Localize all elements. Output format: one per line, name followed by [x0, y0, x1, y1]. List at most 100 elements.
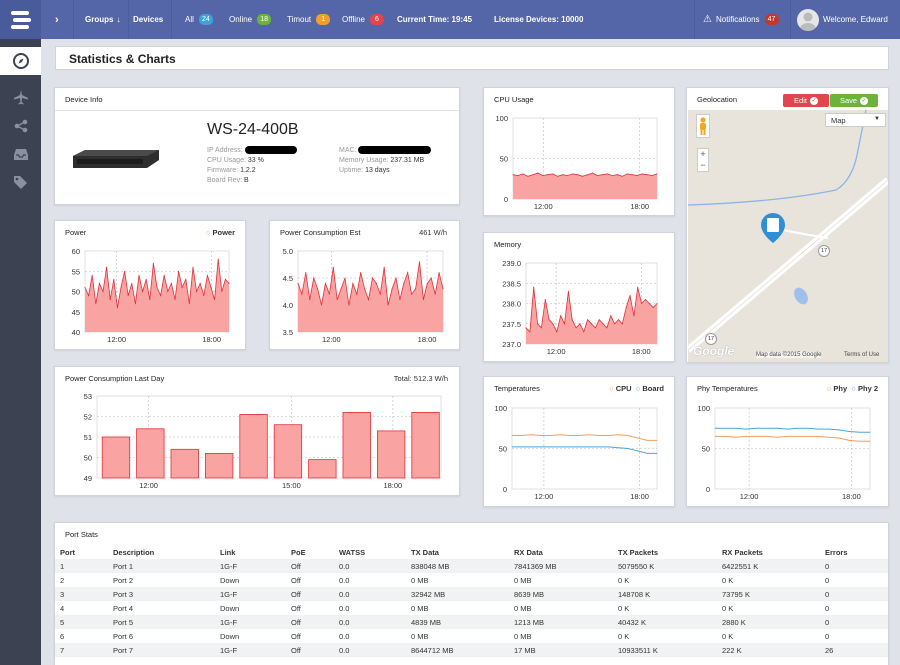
- data-point: [332, 266, 334, 268]
- power-est-line: [297, 261, 444, 306]
- data-point: [415, 288, 417, 290]
- data-point: [138, 274, 140, 276]
- power-legend-label: Power: [212, 228, 235, 237]
- table-cell: 0: [825, 617, 830, 627]
- phy-temperatures-panel: Phy Temperatures ○ Phy ○ Phy 2 100 50 0 12:…: [686, 376, 889, 507]
- groups-menu[interactable]: Groups ↓: [85, 0, 120, 39]
- table-cell: Port 2: [113, 575, 134, 585]
- data-point: [313, 277, 315, 279]
- port-stats-panel: Port Stats Port Description Link PoE WATSS TX…: [54, 522, 889, 665]
- bar: [170, 448, 199, 479]
- table-cell: 5079550 K: [618, 561, 655, 571]
- expand-chevron-icon[interactable]: ›: [55, 13, 59, 26]
- data-point: [305, 272, 307, 274]
- data-point: [735, 436, 737, 438]
- sidebar-item-tags[interactable]: [0, 168, 41, 196]
- firmware-label: Firmware:: [207, 167, 239, 174]
- data-point: [142, 291, 144, 292]
- welcome-label: Welcome, Edward: [823, 15, 888, 24]
- data-point: [724, 436, 726, 437]
- data-point: [577, 174, 579, 176]
- map-type-select[interactable]: Map ▼: [825, 113, 886, 127]
- switch-device-image: [73, 150, 159, 168]
- road-shield: 17: [705, 333, 717, 345]
- data-point: [309, 299, 311, 301]
- data-point: [156, 286, 158, 288]
- y-tick-label: 60: [72, 247, 80, 256]
- data-point: [387, 304, 389, 306]
- table-cell: 0.0: [339, 603, 350, 613]
- y-tick-label: 100: [494, 404, 507, 413]
- column-header: Link: [220, 547, 236, 557]
- bar: [204, 453, 234, 479]
- data-point: [641, 303, 643, 304]
- data-point: [606, 327, 608, 329]
- data-point: [116, 307, 118, 309]
- zoom-out-icon[interactable]: −: [700, 160, 706, 170]
- temperatures-legend: ○ CPU ○ Board: [609, 384, 664, 393]
- user-menu[interactable]: Welcome, Edward: [797, 0, 888, 39]
- sidebar-item-airplane[interactable]: [0, 83, 41, 111]
- terms-link[interactable]: Terms of Use: [844, 352, 880, 358]
- board-label: Board Rev:: [207, 177, 243, 184]
- y-tick-label: 50: [84, 454, 92, 463]
- data-point: [602, 323, 604, 325]
- count-badge: 18: [257, 14, 272, 25]
- devices-link[interactable]: Devices: [133, 15, 164, 24]
- data-point: [533, 286, 535, 288]
- table-cell: 2880 K: [722, 617, 746, 627]
- edit-button[interactable]: Edit ✓: [783, 94, 829, 107]
- filter-online[interactable]: Online 18: [229, 0, 272, 39]
- table-cell: 0 MB: [411, 603, 429, 613]
- table-cell: Off: [291, 561, 301, 571]
- filter-all[interactable]: All 24: [185, 0, 213, 39]
- logo-icon[interactable]: [0, 0, 41, 39]
- zoom-in-icon[interactable]: +: [700, 149, 706, 159]
- table-cell: 0.0: [339, 645, 350, 655]
- sidebar-item-share[interactable]: [0, 112, 41, 140]
- data-point: [529, 331, 531, 333]
- x-tick-label: 12:00: [139, 481, 158, 490]
- power-est-panel: Power Consumption Est 461 W/h 5.0 4.5 4.0 3…: [269, 220, 460, 350]
- filter-offline[interactable]: Offline 6: [342, 0, 384, 39]
- board-value: B: [243, 177, 249, 184]
- sidebar-item-inbox[interactable]: [0, 140, 41, 168]
- data-point: [776, 436, 778, 438]
- data-point: [838, 437, 840, 439]
- data-point: [84, 286, 86, 288]
- notifications-button[interactable]: ⚠ Notifications 47: [703, 0, 779, 39]
- x-tick-label: 12:00: [107, 335, 126, 344]
- data-point: [134, 303, 136, 305]
- data-point: [786, 436, 788, 437]
- table-cell: Down: [220, 631, 240, 641]
- memory-row: Memory Usage: 237.31 MB: [339, 156, 431, 166]
- data-point: [637, 450, 639, 452]
- memory-chart: 239.0 238.5 238.0 237.5 237.0 12:00 18:00: [502, 259, 658, 356]
- bar: [342, 412, 371, 479]
- data-point: [203, 295, 205, 296]
- data-point: [324, 282, 326, 284]
- cpu-label: CPU Usage:: [207, 157, 246, 164]
- data-point: [344, 277, 346, 279]
- table-cell: Off: [291, 589, 301, 599]
- current-time: Current Time: 19:45: [397, 15, 472, 24]
- data-point: [629, 294, 631, 296]
- filter-timeout[interactable]: Timout 1: [287, 0, 331, 39]
- data-point: [317, 288, 319, 290]
- data-point: [797, 436, 799, 437]
- map[interactable]: 17 17 + − Map ▼ Google Map data ©2015 Goog…: [688, 110, 888, 362]
- data-point: [364, 288, 366, 290]
- table-cell: 0 K: [618, 603, 630, 613]
- save-button[interactable]: Save ✓: [830, 94, 878, 107]
- sidebar-item-dashboard[interactable]: [0, 47, 41, 75]
- bar: [239, 414, 268, 479]
- data-point: [109, 299, 111, 301]
- table-cell: 0: [825, 575, 830, 585]
- geolocation-title: Geolocation: [697, 95, 738, 104]
- table-cell: 3: [60, 589, 65, 599]
- table-cell: 4839 MB: [411, 617, 442, 627]
- data-point: [617, 434, 619, 436]
- street-view-pegman-icon[interactable]: [696, 114, 710, 138]
- data-point: [817, 428, 819, 430]
- table-cell: Off: [291, 603, 301, 613]
